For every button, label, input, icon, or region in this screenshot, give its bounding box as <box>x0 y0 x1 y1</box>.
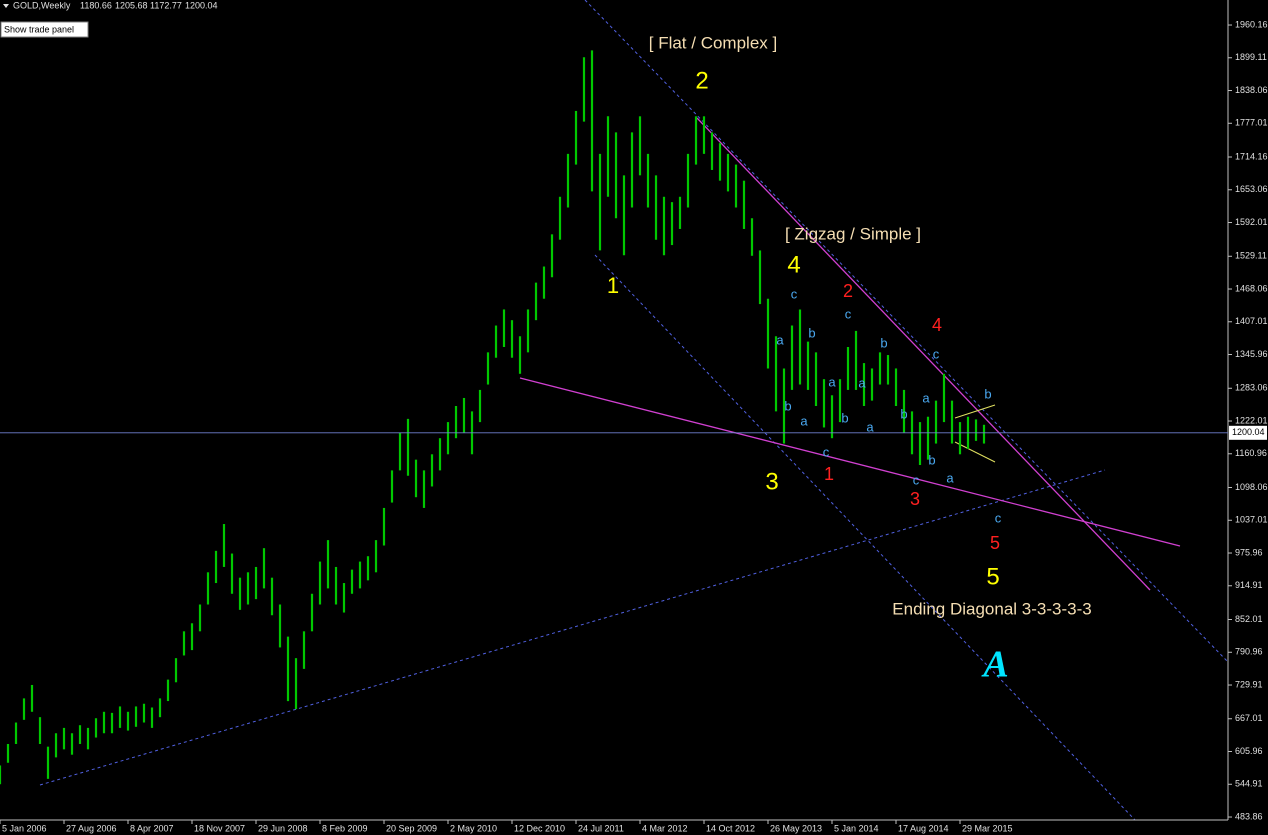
y-tick-label: 1838.06 <box>1235 85 1268 95</box>
annotation: 3 <box>765 468 778 495</box>
y-tick-label: 1345.96 <box>1235 349 1268 359</box>
annotation: 1 <box>824 464 834 484</box>
annotation: a <box>776 332 784 347</box>
trend-channel-lower <box>594 254 1136 820</box>
y-tick-label: 852.01 <box>1235 614 1263 624</box>
y-tick-label: 483.86 <box>1235 811 1263 821</box>
x-tick-label: 29 Mar 2015 <box>962 823 1013 833</box>
annotation: b <box>784 398 791 413</box>
annotation: c <box>995 510 1002 525</box>
close: 1200.04 <box>185 0 218 10</box>
y-tick-label: 729.91 <box>1235 679 1263 689</box>
annotation: 2 <box>843 281 853 301</box>
long-trendline <box>39 469 1106 786</box>
x-tick-label: 4 Mar 2012 <box>642 823 688 833</box>
y-tick-label: 1160.96 <box>1235 448 1267 458</box>
annotation: c <box>913 472 920 487</box>
x-tick-label: 8 Feb 2009 <box>322 823 368 833</box>
y-tick-label: 1653.06 <box>1235 184 1268 194</box>
annotation: b <box>900 406 907 421</box>
y-tick-label: 1529.11 <box>1235 251 1267 261</box>
y-tick-label: 1468.06 <box>1235 283 1268 293</box>
triangle-line <box>954 404 996 419</box>
annotation: c <box>791 286 798 301</box>
x-tick-label: 24 Jul 2011 <box>578 823 624 833</box>
current-price-label: 1200.04 <box>1232 427 1265 437</box>
annotation: a <box>858 375 866 390</box>
triangle-line <box>954 441 996 463</box>
annotation: 2 <box>695 67 708 94</box>
x-tick-label: 12 Dec 2010 <box>514 823 565 833</box>
y-tick-label: 1037.01 <box>1235 515 1268 525</box>
trade-panel-button[interactable]: Show trade panel <box>0 21 89 38</box>
annotation: c <box>823 444 830 459</box>
x-tick-label: 27 Aug 2006 <box>66 823 117 833</box>
y-tick-label: 1222.01 <box>1235 415 1268 425</box>
annotation: c <box>933 346 940 361</box>
annotation: Ending Diagonal 3-3-3-3-3 <box>892 599 1091 618</box>
y-tick-label: 1283.06 <box>1235 383 1268 393</box>
y-tick-label: 1592.01 <box>1235 217 1268 227</box>
y-tick-label: 605.96 <box>1235 746 1263 756</box>
annotation: 3 <box>910 489 920 509</box>
y-tick-label: 914.91 <box>1235 580 1263 590</box>
annotation: [ Zigzag / Simple ] <box>785 224 921 243</box>
annotation: 4 <box>787 251 800 278</box>
diagonal-lower-line <box>519 377 1181 547</box>
annotation: b <box>984 386 991 401</box>
x-tick-label: 17 Aug 2014 <box>898 823 949 833</box>
button-box[interactable] <box>0 21 89 38</box>
annotation: 5 <box>986 563 999 590</box>
x-tick-label: 8 Apr 2007 <box>130 823 174 833</box>
open: 1180.66 <box>80 0 112 10</box>
annotation: a <box>800 413 808 428</box>
high: 1205.68 <box>115 0 148 10</box>
annotation: [ Flat / Complex ] <box>649 33 777 52</box>
symbol: GOLD,Weekly <box>13 0 71 10</box>
annotation: a <box>828 374 836 389</box>
current-price-box <box>1229 425 1267 440</box>
x-tick-label: 2 May 2010 <box>450 823 497 833</box>
y-tick-label: 1098.06 <box>1235 482 1268 492</box>
menu-arrow <box>3 4 9 8</box>
annotation: a <box>922 390 930 405</box>
annotation: b <box>841 410 848 425</box>
annotation: b <box>880 335 887 350</box>
annotation: c <box>845 306 852 321</box>
annotation: b <box>928 452 935 467</box>
y-tick-label: 1714.16 <box>1235 151 1268 161</box>
button-label[interactable]: Show trade panel <box>4 24 74 34</box>
annotation: 4 <box>932 315 942 335</box>
x-tick-label: 5 Jan 2006 <box>2 823 47 833</box>
low: 1172.77 <box>150 0 182 10</box>
x-tick-label: 29 Jun 2008 <box>258 823 308 833</box>
annotation: a <box>866 419 874 434</box>
x-tick-label: 5 Jan 2014 <box>834 823 879 833</box>
annotation: 5 <box>990 533 1000 553</box>
x-tick-label: 14 Oct 2012 <box>706 823 755 833</box>
y-tick-label: 1777.01 <box>1235 118 1268 128</box>
y-tick-label: 1899.11 <box>1235 52 1267 62</box>
diagonal-upper-line <box>696 117 1151 591</box>
y-tick-label: 790.96 <box>1235 647 1263 657</box>
y-tick-label: 1407.01 <box>1235 316 1268 326</box>
annotation: A <box>981 644 1008 686</box>
x-tick-label: 20 Sep 2009 <box>386 823 437 833</box>
annotation: a <box>946 470 954 485</box>
annotation: b <box>808 325 815 340</box>
y-tick-label: 544.91 <box>1235 779 1263 789</box>
annotation: 1 <box>607 273 619 298</box>
y-tick-label: 1960.16 <box>1235 19 1268 29</box>
y-tick-label: 667.01 <box>1235 713 1263 723</box>
x-tick-label: 18 Nov 2007 <box>194 823 245 833</box>
trend-channel-upper <box>584 0 1228 663</box>
y-tick-label: 975.96 <box>1235 547 1263 557</box>
x-tick-label: 26 May 2013 <box>770 823 822 833</box>
plot-area <box>0 0 1228 820</box>
